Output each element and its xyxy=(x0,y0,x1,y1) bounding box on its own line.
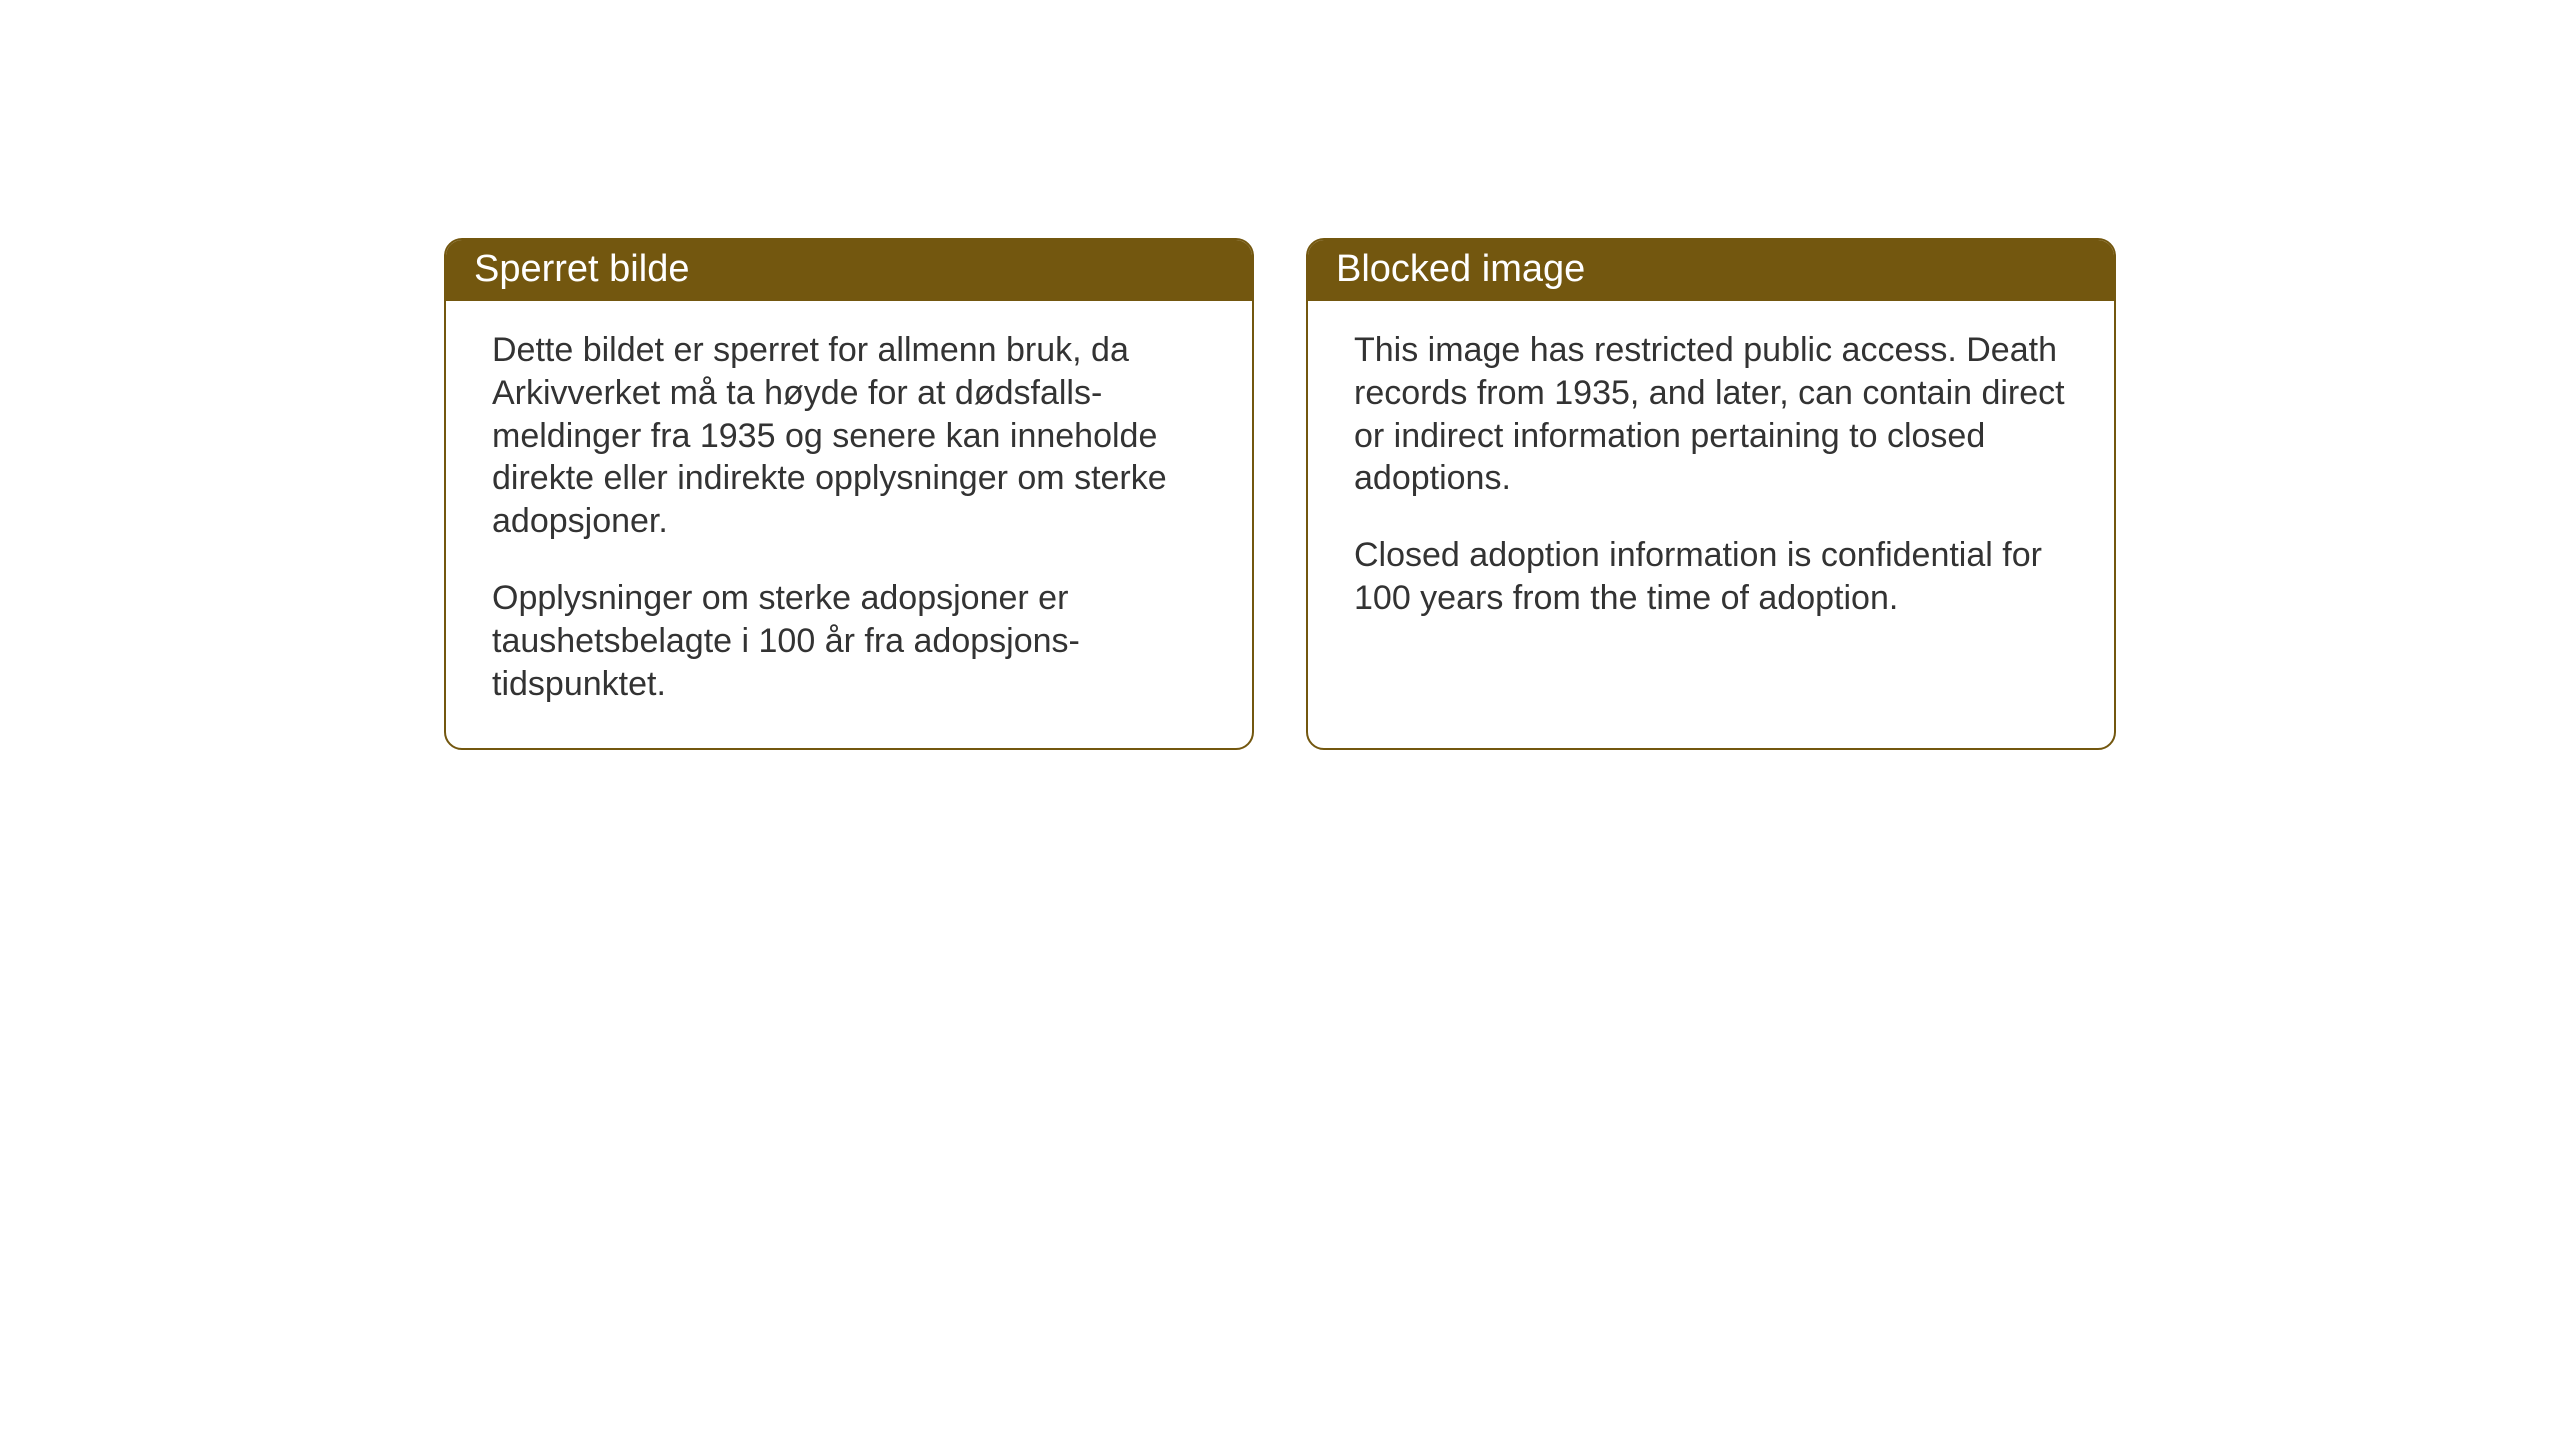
notice-header-norwegian: Sperret bilde xyxy=(446,240,1252,301)
notice-body-english: This image has restricted public access.… xyxy=(1308,301,2114,662)
notice-paragraph: Dette bildet er sperret for allmenn bruk… xyxy=(492,329,1210,543)
notice-container: Sperret bilde Dette bildet er sperret fo… xyxy=(444,238,2116,750)
notice-paragraph: Closed adoption information is confident… xyxy=(1354,534,2072,620)
notice-paragraph: This image has restricted public access.… xyxy=(1354,329,2072,500)
notice-box-norwegian: Sperret bilde Dette bildet er sperret fo… xyxy=(444,238,1254,750)
notice-body-norwegian: Dette bildet er sperret for allmenn bruk… xyxy=(446,301,1252,748)
notice-box-english: Blocked image This image has restricted … xyxy=(1306,238,2116,750)
notice-paragraph: Opplysninger om sterke adopsjoner er tau… xyxy=(492,577,1210,705)
notice-header-english: Blocked image xyxy=(1308,240,2114,301)
